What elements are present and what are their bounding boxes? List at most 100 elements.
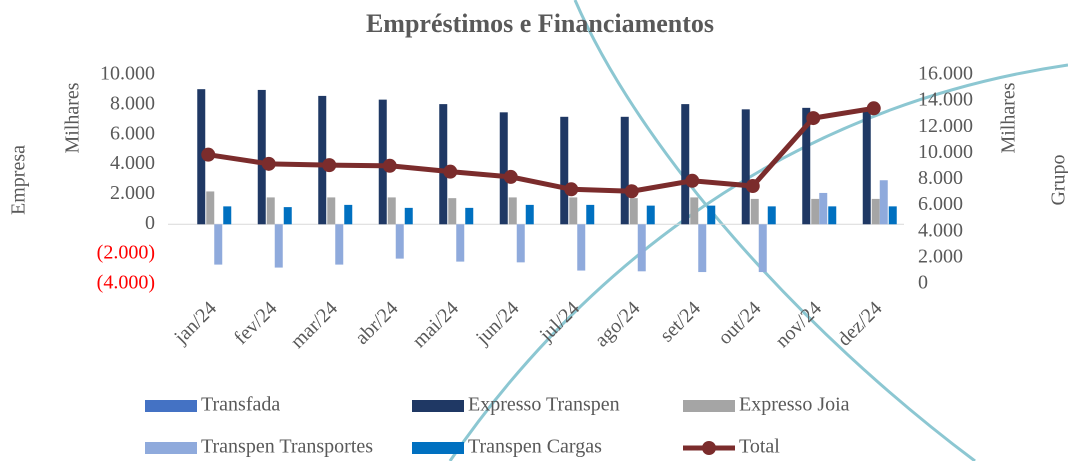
legend-swatch — [412, 400, 464, 412]
bar — [525, 204, 534, 225]
bar — [741, 109, 750, 225]
bar — [750, 198, 759, 225]
bar — [871, 198, 880, 225]
y-tick-label: 0 — [145, 212, 155, 234]
bar — [456, 224, 465, 262]
line-marker — [503, 169, 518, 184]
line-marker — [745, 179, 760, 194]
bar — [560, 116, 569, 225]
x-tick-label: jun/24 — [471, 297, 523, 349]
bar — [828, 206, 837, 225]
x-tick-label: out/24 — [714, 297, 766, 349]
bar — [802, 107, 811, 225]
bar — [637, 224, 646, 272]
bar — [516, 224, 525, 263]
legend-label: Total — [739, 436, 780, 458]
line-marker — [624, 184, 639, 199]
bar — [206, 191, 215, 225]
bar — [698, 224, 707, 273]
bar — [499, 112, 508, 225]
bar — [681, 104, 690, 225]
bar — [335, 224, 344, 265]
bar — [629, 198, 638, 225]
y2-tick-label: 14.000 — [918, 89, 973, 111]
bar — [439, 104, 448, 225]
bar — [879, 180, 888, 225]
bar — [569, 197, 578, 225]
legend-label: Expresso Transpen — [468, 394, 620, 416]
legend-label: Transpen Cargas — [468, 436, 602, 458]
y2-tick-label: 0 — [918, 272, 928, 294]
line-marker — [322, 158, 337, 173]
y-tick-label: (4.000) — [97, 272, 155, 294]
y-tick-label: 6.000 — [110, 122, 155, 144]
line-marker — [382, 158, 397, 173]
y2-axis-label-outer: Grupo — [1048, 154, 1068, 205]
y2-tick-label: 4.000 — [918, 219, 963, 241]
y2-tick-label: 8.000 — [918, 167, 963, 189]
bar — [758, 224, 767, 273]
bar — [577, 224, 586, 271]
y2-tick-label: 16.000 — [918, 63, 973, 85]
y-tick-label: (2.000) — [97, 242, 155, 264]
bar — [448, 198, 457, 225]
bar — [819, 192, 828, 225]
legend-swatch — [145, 442, 197, 454]
bar — [197, 89, 206, 225]
bar — [465, 207, 474, 225]
bar — [646, 205, 655, 225]
y2-axis-label: Milhares — [998, 82, 1020, 153]
bar — [327, 197, 336, 225]
bar — [223, 206, 232, 225]
x-tick-label: jul/24 — [535, 297, 584, 346]
bar — [214, 224, 223, 265]
y-tick-label: 4.000 — [110, 152, 155, 174]
bar — [378, 99, 387, 225]
y2-tick-label: 6.000 — [918, 193, 963, 215]
bar — [586, 204, 595, 225]
bar — [274, 224, 283, 268]
x-tick-label: dez/24 — [833, 297, 886, 350]
bar — [404, 207, 413, 225]
bar — [318, 95, 327, 225]
y-tick-label: 8.000 — [110, 92, 155, 114]
legend-swatch — [683, 400, 735, 412]
bar — [387, 197, 396, 225]
bar — [266, 197, 275, 225]
x-tick-label: abr/24 — [351, 297, 403, 349]
y-tick-label: 10.000 — [100, 63, 155, 85]
bar — [257, 89, 266, 225]
bar — [862, 109, 871, 225]
line-marker — [564, 182, 579, 197]
bar — [620, 116, 629, 225]
legend-label: Transpen Transportes — [201, 436, 373, 458]
x-tick-label: mai/24 — [408, 297, 463, 352]
y-tick-label: 2.000 — [110, 182, 155, 204]
line-marker — [806, 111, 821, 126]
bar — [508, 197, 517, 225]
bar — [707, 205, 716, 225]
bar — [767, 206, 776, 225]
bar — [690, 197, 699, 225]
y2-tick-label: 10.000 — [918, 141, 973, 163]
line-marker — [866, 101, 881, 116]
line — [207, 105, 875, 194]
y2-tick-label: 2.000 — [918, 245, 963, 267]
legend-label: Transfada — [201, 394, 280, 416]
bar — [811, 198, 820, 225]
bar — [395, 224, 404, 259]
bar — [283, 207, 292, 225]
line-marker — [685, 173, 700, 188]
line-marker — [261, 156, 276, 171]
chart-title: Empréstimos e Financiamentos — [366, 9, 714, 38]
x-tick-label: fev/24 — [230, 297, 282, 349]
x-tick-label: ago/24 — [590, 297, 644, 351]
bar — [344, 204, 353, 225]
x-tick-label: set/24 — [656, 297, 705, 346]
legend-label: Expresso Joia — [739, 394, 850, 416]
legend-swatch — [145, 400, 197, 412]
legend-swatch — [412, 442, 464, 454]
line-marker — [443, 164, 458, 179]
bar — [888, 206, 897, 225]
